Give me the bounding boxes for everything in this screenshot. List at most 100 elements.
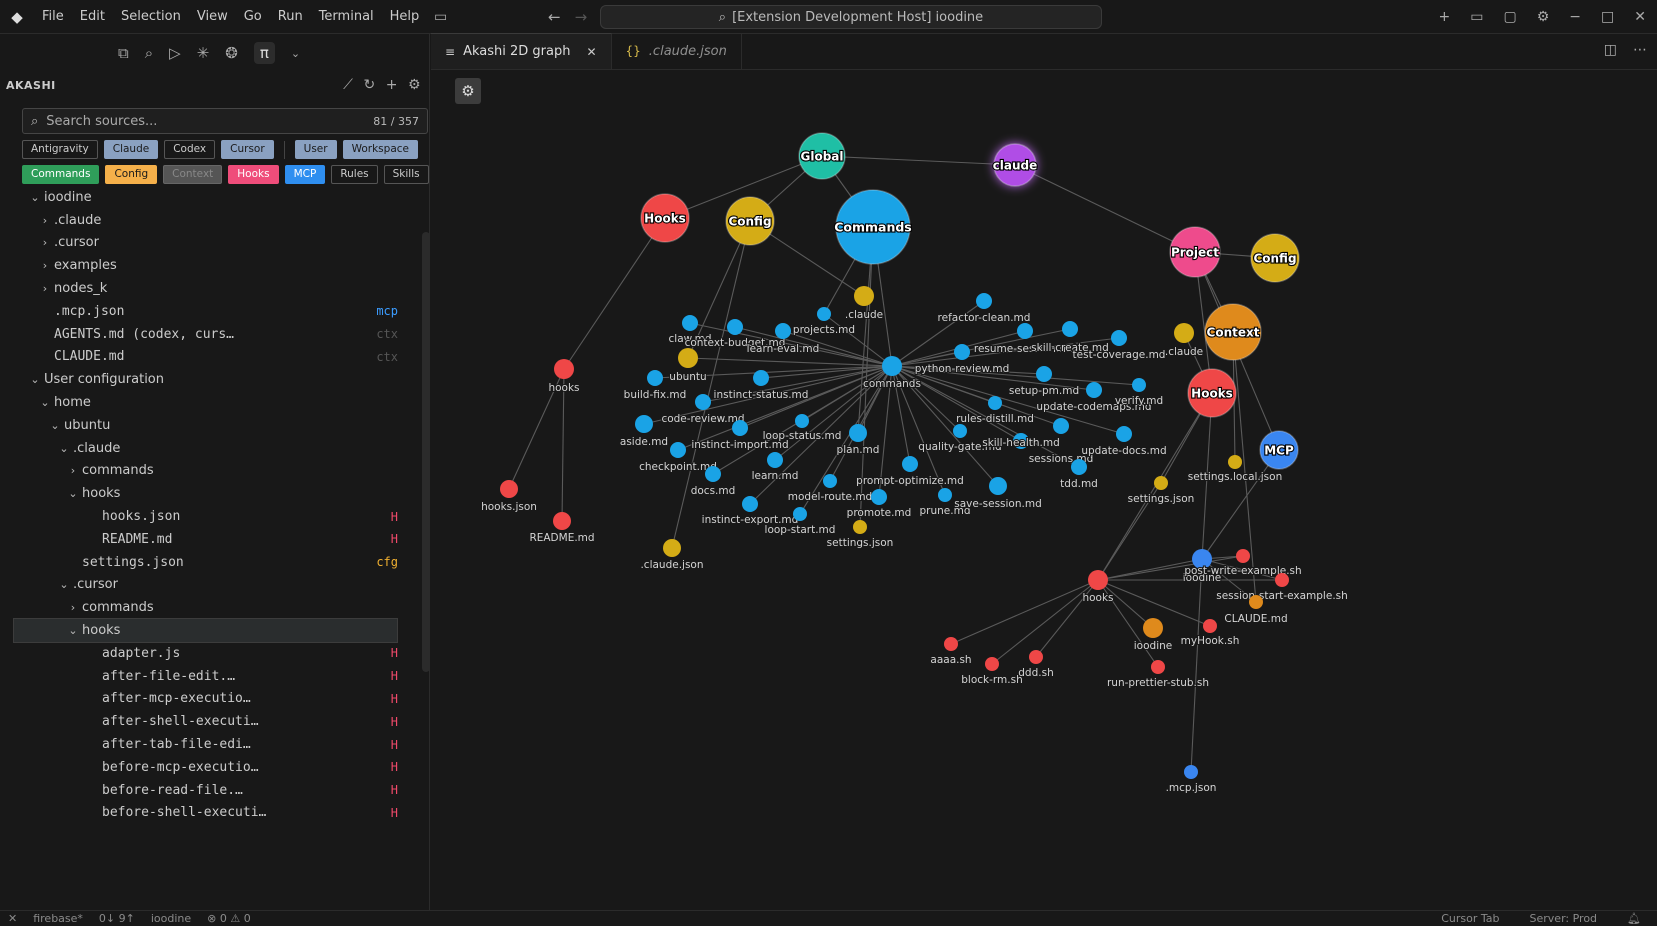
menu-view[interactable]: View xyxy=(196,8,228,24)
graph-node-dotclaude[interactable]: .claude xyxy=(844,286,884,322)
tree-item[interactable]: ⌄ home xyxy=(0,391,420,414)
filter-chip-skills[interactable]: Skills xyxy=(383,165,429,184)
graph-node-circle[interactable] xyxy=(1036,366,1052,382)
chevron-down-icon[interactable]: ⌄ xyxy=(290,46,301,60)
settings-icon[interactable]: ⚙ xyxy=(407,77,421,93)
chat-icon[interactable]: ▢ xyxy=(1503,9,1517,25)
tree-item[interactable]: AGENTS.md (codex, curs… ctx xyxy=(0,323,420,346)
graph-node-circle[interactable] xyxy=(1111,330,1127,346)
akashi-icon[interactable]: π xyxy=(253,42,275,64)
tree-item[interactable]: hooks.json H xyxy=(0,505,420,528)
graph-node-circle[interactable] xyxy=(1187,368,1237,418)
tree-item[interactable]: › nodes_k xyxy=(0,277,420,300)
graph-node-dotclaude2[interactable]: .claude xyxy=(1164,323,1204,359)
graph-node-circle[interactable] xyxy=(871,489,887,505)
tree-item[interactable]: before-mcp-executio… H xyxy=(0,756,420,779)
graph-node-circle[interactable] xyxy=(953,424,967,438)
graph-node-aaaa[interactable]: aaaa.sh xyxy=(929,637,973,667)
filter-chip-hooks[interactable]: Hooks xyxy=(228,165,279,184)
graph-node-postwrite[interactable]: post-write-example.sh xyxy=(1183,549,1303,578)
graph-node-circle[interactable] xyxy=(500,480,518,498)
search-view-icon[interactable]: ⌕ xyxy=(144,44,154,62)
graph-node-circle[interactable] xyxy=(1116,426,1132,442)
graph-node-claude[interactable]: claude xyxy=(992,143,1038,187)
menu-run[interactable]: Run xyxy=(277,8,303,24)
chevron-right-icon[interactable]: › xyxy=(42,259,48,273)
menu-help[interactable]: Help xyxy=(389,8,420,24)
graph-node-config-hub2[interactable]: Config xyxy=(1250,233,1300,283)
more-actions-icon[interactable]: ⋯ xyxy=(1633,42,1647,58)
tree-item[interactable]: ⌄ hooks xyxy=(0,482,420,505)
graph-node-circle[interactable] xyxy=(835,189,911,265)
graph-node-circle[interactable] xyxy=(663,539,681,557)
tree-item[interactable]: before-read-file.… H xyxy=(0,779,420,802)
graph-node-circle[interactable] xyxy=(823,474,837,488)
server-status[interactable]: Server: Prod xyxy=(1529,912,1598,925)
graph-node-ubuntu[interactable]: ubuntu xyxy=(668,348,708,384)
graph-node-circle[interactable] xyxy=(647,370,663,386)
explorer-icon[interactable]: ⧉ xyxy=(118,44,129,62)
toggle-sidebar-icon[interactable]: ▭ xyxy=(434,9,448,25)
graph-node-circle[interactable] xyxy=(976,293,992,309)
chevron-right-icon[interactable]: › xyxy=(42,213,48,227)
graph-node-blockrm[interactable]: block-rm.sh xyxy=(960,657,1024,687)
graph-node-circle[interactable] xyxy=(854,286,874,306)
graph-node-circle[interactable] xyxy=(705,466,721,482)
chevron-down-icon[interactable]: ⌄ xyxy=(30,373,40,387)
graph-node-ioodine-ctx[interactable]: ioodine xyxy=(1133,618,1173,653)
graph-node-circle[interactable] xyxy=(725,196,775,246)
graph-node-claw[interactable]: claw.md xyxy=(668,315,712,346)
graph-node-circle[interactable] xyxy=(1151,660,1165,674)
graph-node-promote[interactable]: promote.md xyxy=(846,489,912,520)
graph-node-circle[interactable] xyxy=(1203,619,1217,633)
search-input[interactable] xyxy=(46,113,366,129)
chart-icon[interactable]: ⟋ xyxy=(343,77,354,93)
graph-node-circle[interactable] xyxy=(954,344,970,360)
graph-node-circle[interactable] xyxy=(1053,418,1069,434)
graph-node-circle[interactable] xyxy=(902,456,918,472)
graph-node-config-hub[interactable]: Config xyxy=(725,196,775,246)
menu-file[interactable]: File xyxy=(42,8,64,24)
refresh-icon[interactable]: ↻ xyxy=(363,77,376,93)
filter-chip-cursor[interactable]: Cursor xyxy=(221,140,274,159)
run-debug-icon[interactable]: ▷ xyxy=(169,44,181,62)
graph-node-circle[interactable] xyxy=(1228,455,1242,469)
graph-node-circle[interactable] xyxy=(1086,382,1102,398)
graph-node-circle[interactable] xyxy=(798,132,846,180)
tree-item[interactable]: ⌄ ubuntu xyxy=(0,414,420,437)
tab-claude-json[interactable]: {} .claude.json xyxy=(612,33,742,69)
graph-node-instinctimport[interactable]: instinct-import.md xyxy=(690,420,790,452)
add-icon[interactable]: + xyxy=(385,77,398,93)
graph-node-circle[interactable] xyxy=(989,477,1007,495)
graph-node-circle[interactable] xyxy=(640,193,690,243)
graph-node-hooks-hub2[interactable]: Hooks xyxy=(1187,368,1237,418)
graph-node-loopstart[interactable]: loop-start.md xyxy=(764,507,836,537)
graph-node-circle[interactable] xyxy=(727,319,743,335)
graph-node-circle[interactable] xyxy=(678,348,698,368)
graph-node-circle[interactable] xyxy=(1017,323,1033,339)
graph-node-circle[interactable] xyxy=(1062,321,1078,337)
chevron-right-icon[interactable]: › xyxy=(42,236,48,250)
chevron-right-icon[interactable]: › xyxy=(70,601,76,615)
graph-node-projects[interactable]: projects.md xyxy=(792,307,856,337)
panel-icon[interactable]: ▭ xyxy=(1470,9,1484,25)
graph-node-circle[interactable] xyxy=(1169,226,1221,278)
tab-graph[interactable]: ≡ Akashi 2D graph ✕ xyxy=(431,33,612,69)
graph-node-skillcreate[interactable]: skill-create.md xyxy=(1030,321,1110,355)
graph-node-circle[interactable] xyxy=(1088,570,1108,590)
tree-item[interactable]: ⌄ .cursor xyxy=(0,574,420,597)
graph-node-circle[interactable] xyxy=(554,359,574,379)
forward-arrow-icon[interactable]: → xyxy=(574,8,588,26)
graph-node-circle[interactable] xyxy=(944,637,958,651)
tree-item[interactable]: › commands xyxy=(0,460,420,483)
graph-node-verify[interactable]: verify.md xyxy=(1114,378,1164,408)
graph-node-runprettier[interactable]: run-prettier-stub.sh xyxy=(1106,660,1210,690)
graph-node-circle[interactable] xyxy=(1184,765,1198,779)
tree-item[interactable]: ⌄ User configuration xyxy=(0,368,420,391)
tree-item[interactable]: › examples xyxy=(0,254,420,277)
graph-node-circle[interactable] xyxy=(1275,573,1289,587)
graph-node-project[interactable]: Project xyxy=(1169,226,1221,278)
chevron-down-icon[interactable]: ⌄ xyxy=(30,190,40,204)
graph-node-codereview[interactable]: code-review.md xyxy=(660,394,746,426)
filter-chip-antigravity[interactable]: Antigravity xyxy=(22,140,98,159)
